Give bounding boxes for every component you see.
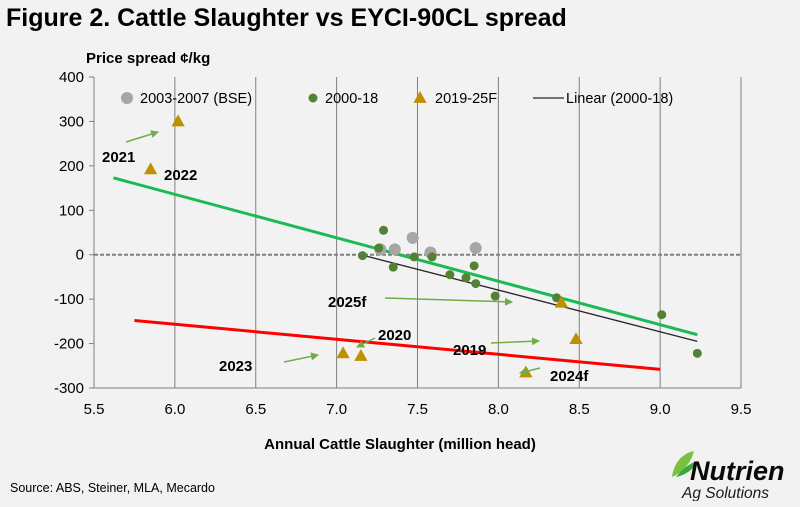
red-trend-line: [134, 318, 661, 371]
annotation-label-2019: 2019: [453, 342, 486, 359]
x-tick-label: 8.0: [488, 401, 509, 418]
x-tick-label: 6.5: [245, 401, 266, 418]
history-point: [552, 293, 562, 303]
x-tick-label: 9.0: [650, 401, 671, 418]
source-note: Source: ABS, Steiner, MLA, Mecardo: [10, 481, 215, 495]
nutrien-logo: Nutrien Ag Solutions: [672, 451, 785, 501]
x-tick-label: 9.5: [731, 401, 752, 418]
history-point: [471, 279, 481, 289]
x-tick-label: 8.5: [569, 401, 590, 418]
history-point: [490, 291, 500, 301]
history-point: [469, 261, 479, 271]
annotation-label-2021: 2021: [102, 149, 135, 166]
y-tick-label: -100: [54, 291, 84, 308]
annotation-label-2023: 2023: [219, 358, 252, 375]
annotation-label-2024f: 2024f: [550, 368, 589, 385]
x-tick-label: 7.0: [326, 401, 347, 418]
annotation-arrow: [356, 337, 376, 348]
linear-regression-line: [360, 254, 698, 342]
history-point: [374, 243, 384, 253]
legend-label-linear: Linear (2000-18): [566, 91, 673, 107]
y-tick-label: 300: [59, 113, 84, 130]
history-point: [692, 348, 702, 358]
annotation-arrow: [283, 352, 319, 363]
y-tick-label: -300: [54, 380, 84, 397]
legend-swatch-history: [308, 93, 318, 103]
annotation-label-2022: 2022: [164, 167, 197, 184]
forecast-point: [336, 346, 350, 359]
forecast-point: [554, 295, 569, 308]
y-axis-label: Price spread ¢/kg: [86, 50, 211, 67]
bse-point: [388, 243, 401, 256]
history-point: [427, 252, 437, 262]
annotation-label-2020: 2020: [378, 327, 411, 344]
y-tick-label: 400: [59, 69, 84, 86]
x-tick-label: 6.0: [164, 401, 185, 418]
annotation-arrow: [490, 337, 540, 346]
logo-wordmark: Nutrien: [690, 456, 785, 486]
annotation-label-2025f: 2025f: [328, 294, 367, 311]
bse-point: [406, 231, 419, 244]
forecast-point: [354, 349, 368, 361]
history-point: [409, 252, 419, 262]
annotation-arrow: [125, 130, 159, 143]
forecast-point: [143, 162, 158, 175]
legend-label-history: 2000-18: [325, 91, 378, 107]
history-point: [657, 310, 667, 320]
page-title: Figure 2. Cattle Slaughter vs EYCI-90CL …: [6, 4, 567, 32]
forecast-point: [171, 114, 185, 127]
legend-label-bse: 2003-2007 (BSE): [140, 91, 252, 107]
bse-point: [469, 242, 482, 255]
annotation-arrow: [384, 297, 513, 306]
logo-tagline: Ag Solutions: [681, 485, 769, 501]
y-tick-label: 100: [59, 202, 84, 219]
x-tick-label: 5.5: [84, 401, 105, 418]
leaf-mark-icon: [672, 451, 698, 477]
y-tick-label: -200: [54, 336, 84, 353]
history-point: [379, 225, 389, 235]
history-point: [461, 273, 471, 283]
legend-swatch-forecast: [413, 91, 427, 103]
x-tick-label: 7.5: [407, 401, 428, 418]
legend-label-forecast: 2019-25F: [435, 91, 497, 107]
forecast-point: [569, 332, 583, 345]
x-axis-label: Annual Cattle Slaughter (million head): [264, 436, 536, 453]
green-trend-line: [113, 176, 698, 337]
annotation-arrow: [519, 367, 541, 376]
history-point: [388, 262, 398, 272]
history-point: [358, 251, 368, 261]
y-tick-label: 200: [59, 158, 84, 175]
y-tick-label: 0: [76, 247, 84, 264]
legend-swatch-bse: [121, 92, 133, 104]
history-point: [445, 270, 455, 280]
